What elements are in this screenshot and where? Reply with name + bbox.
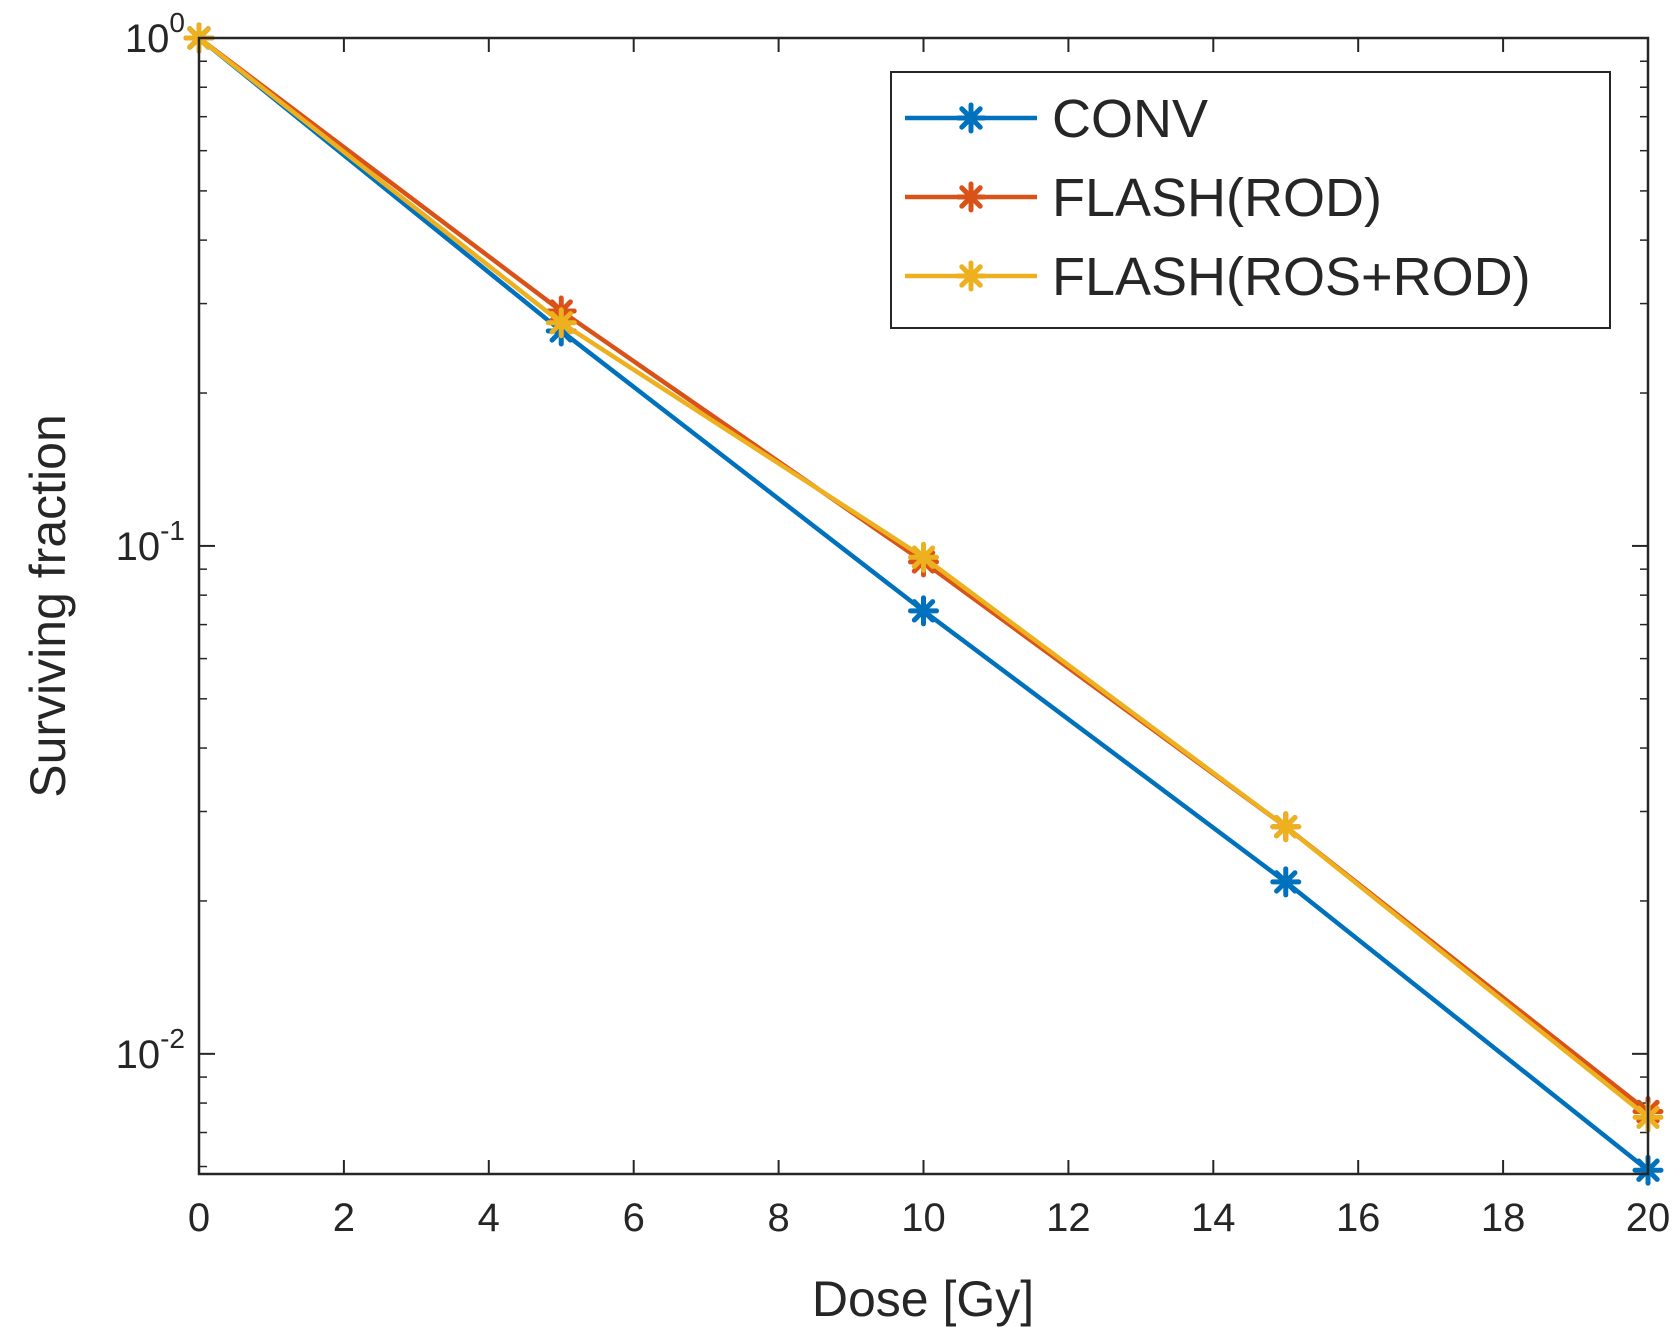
legend-item: FLASH(ROD)	[905, 168, 1382, 228]
legend-item: FLASH(ROS+ROD)	[905, 247, 1531, 307]
legend: CONV FLASH(ROD) FLASH(ROS+ROD)	[890, 71, 1611, 329]
x-tick-label: 20	[1626, 1196, 1671, 1240]
data-point	[1270, 811, 1302, 843]
x-tick-label: 16	[1336, 1196, 1381, 1240]
y-tick-label: 10-2	[116, 1023, 185, 1077]
y-axis-label: Surviving fraction	[20, 414, 76, 798]
x-tick-label: 8	[767, 1196, 789, 1240]
legend-label: CONV	[1052, 89, 1208, 149]
series-flash-ros-rod-	[183, 22, 1664, 1133]
legend-box	[890, 71, 1611, 329]
data-point	[908, 541, 939, 573]
data-point	[545, 307, 577, 339]
x-tick-label: 10	[901, 1196, 946, 1240]
x-axis-label: Dose [Gy]	[812, 1271, 1034, 1327]
y-tick-label-base: 10	[116, 1033, 161, 1077]
data-point	[908, 595, 939, 627]
y-tick-label-exponent: -1	[160, 515, 185, 546]
plot-area-frame	[197, 36, 1650, 1176]
y-tick-label-exponent: -2	[160, 1023, 185, 1054]
legend-swatch-marker	[955, 260, 987, 292]
y-tick-label: 100	[125, 7, 185, 61]
x-tick-label: 18	[1481, 1196, 1526, 1240]
legend-label: FLASH(ROS+ROD)	[1052, 247, 1531, 307]
legend-swatch-marker	[955, 102, 987, 134]
x-tick-label: 0	[188, 1196, 210, 1240]
data-point	[1270, 866, 1302, 898]
x-tick-label: 2	[333, 1196, 355, 1240]
y-tick-label: 10-1	[116, 515, 185, 569]
x-tick-label: 6	[623, 1196, 645, 1240]
legend-item: CONV	[905, 89, 1208, 149]
y-tick-label-exponent: 0	[169, 7, 185, 38]
legend-label: FLASH(ROD)	[1052, 168, 1382, 228]
legend-items: CONV FLASH(ROD) FLASH(ROS+ROD)	[905, 89, 1531, 307]
x-tick-label: 4	[478, 1196, 500, 1240]
x-tick-label: 12	[1046, 1196, 1091, 1240]
x-tick-label: 14	[1191, 1196, 1236, 1240]
legend-swatch-marker	[955, 181, 987, 213]
y-tick-label-base: 10	[116, 525, 161, 569]
y-tick-label-base: 10	[125, 17, 170, 61]
